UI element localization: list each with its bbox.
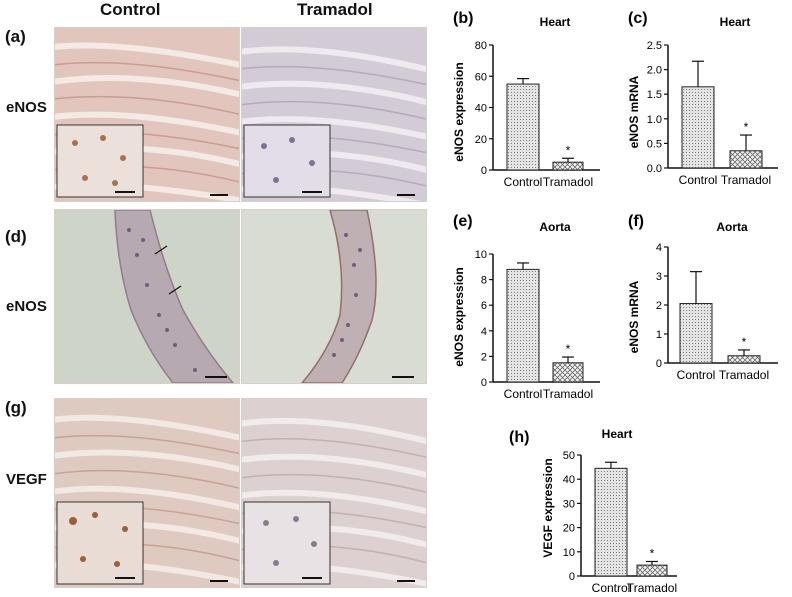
x-category-label: Tramadol xyxy=(543,387,593,401)
y-tick-label: 80 xyxy=(475,40,487,52)
chart-y-axis-label: eNOS mRNA xyxy=(627,75,641,148)
significance-marker: * xyxy=(650,546,655,560)
y-tick-label: 0.0 xyxy=(647,163,662,175)
bar-control xyxy=(506,83,540,171)
panel-letter-d: (d) xyxy=(5,227,27,246)
x-category-label: Control xyxy=(677,368,716,382)
y-tick-label: 0.5 xyxy=(647,138,662,150)
bar-control xyxy=(594,467,628,577)
micrograph-heart-enos-tramadol xyxy=(241,27,427,202)
significance-marker: * xyxy=(566,143,571,157)
bar-tramadol xyxy=(636,564,668,577)
chart-title: Heart xyxy=(602,427,633,441)
chart-panel-letter: (h) xyxy=(509,429,529,446)
chart-y-axis-label: VEGF expression xyxy=(541,458,555,557)
bar-chart-heart-vegf-expression: (h) Heart VEGF expression 0 10 20 30 40 50 Con… xyxy=(509,427,677,595)
significance-marker: * xyxy=(742,335,747,349)
y-tick-label: 2.5 xyxy=(647,40,662,52)
y-tick-label: 50 xyxy=(563,450,575,462)
micrograph-aorta-enos-tramadol xyxy=(241,209,427,384)
y-tick-label: 3 xyxy=(656,271,662,283)
bar-tramadol xyxy=(727,355,761,364)
micrograph-aorta-enos-control xyxy=(54,209,240,384)
chart-title: Heart xyxy=(720,15,751,29)
chart-title: Aorta xyxy=(539,220,571,234)
y-tick-label: 2 xyxy=(481,351,487,363)
bar-tramadol xyxy=(552,362,584,383)
chart-panel-letter: (c) xyxy=(628,10,648,27)
significance-marker: * xyxy=(744,120,749,134)
bar-chart-aorta-enos-expression: (e) Aorta eNOS expression 0 2 4 6 8 10 Control… xyxy=(452,213,600,401)
micrograph-heart-vegf-tramadol xyxy=(241,398,427,588)
x-category-label: Tramadol xyxy=(543,175,593,189)
y-tick-label: 30 xyxy=(563,498,575,510)
panel-letter-g: (g) xyxy=(5,398,27,417)
y-tick-label: 20 xyxy=(475,134,487,146)
x-category-label: Tramadol xyxy=(721,173,771,187)
y-tick-label: 2 xyxy=(656,300,662,312)
y-tick-label: 10 xyxy=(563,547,575,559)
y-tick-label: 1.0 xyxy=(647,114,662,126)
column-header-tramadol: Tramadol xyxy=(297,0,373,19)
y-tick-label: 60 xyxy=(475,71,487,83)
y-tick-label: 4 xyxy=(481,326,487,338)
y-tick-label: 10 xyxy=(475,249,487,261)
bar-tramadol xyxy=(552,161,584,171)
y-tick-label: 2.0 xyxy=(647,65,662,77)
micrograph-heart-enos-control xyxy=(54,27,240,202)
y-tick-label: 6 xyxy=(481,300,487,312)
y-tick-label: 0 xyxy=(656,358,662,370)
chart-panel-letter: (e) xyxy=(453,213,473,230)
bar-chart-aorta-enos-mrna: (f) Aorta eNOS mRNA 0 1 2 3 4 Control * Tramado… xyxy=(627,213,778,382)
y-tick-label: 4 xyxy=(656,242,662,254)
chart-title: Aorta xyxy=(716,220,748,234)
significance-marker: * xyxy=(566,342,571,356)
chart-y-axis-label: eNOS expression xyxy=(452,267,466,366)
y-tick-label: 0 xyxy=(481,165,487,177)
x-category-label: Tramadol xyxy=(627,581,677,595)
chart-y-axis-label: eNOS mRNA xyxy=(627,280,641,353)
bar-control xyxy=(681,86,715,169)
chart-y-axis-label: eNOS expression xyxy=(452,62,466,161)
y-tick-label: 0 xyxy=(569,571,575,583)
bar-tramadol xyxy=(729,150,763,169)
chart-title: Heart xyxy=(540,15,571,29)
row-label-enos-aorta: eNOS xyxy=(6,298,47,315)
row-label-vegf: VEGF xyxy=(6,471,47,488)
bar-chart-heart-enos-mrna: (c) Heart eNOS mRNA 0.0 0.5 1.0 1.5 2.0 2.5 Co… xyxy=(627,10,778,187)
x-category-label: Control xyxy=(679,173,718,187)
column-header-control: Control xyxy=(100,0,161,19)
bar-chart-heart-enos-expression: (b) Heart eNOS expression 0 20 40 60 80 Contr… xyxy=(452,10,600,189)
y-tick-label: 1.5 xyxy=(647,89,662,101)
x-category-label: Tramadol xyxy=(719,368,769,382)
bar-control xyxy=(506,268,540,383)
micrograph-heart-vegf-control xyxy=(54,398,240,588)
y-tick-label: 40 xyxy=(563,474,575,486)
y-tick-label: 40 xyxy=(475,103,487,115)
row-label-enos-heart: eNOS xyxy=(6,99,47,116)
bar-control xyxy=(679,303,713,364)
x-category-label: Control xyxy=(504,387,543,401)
x-category-label: Control xyxy=(504,175,543,189)
panel-letter-a: (a) xyxy=(5,27,26,46)
chart-panel-letter: (b) xyxy=(453,10,473,27)
y-tick-label: 1 xyxy=(656,329,662,341)
x-category-label: Control xyxy=(592,581,631,595)
y-tick-label: 8 xyxy=(481,275,487,287)
chart-panel-letter: (f) xyxy=(628,213,644,230)
y-tick-label: 20 xyxy=(563,523,575,535)
y-tick-label: 0 xyxy=(481,377,487,389)
